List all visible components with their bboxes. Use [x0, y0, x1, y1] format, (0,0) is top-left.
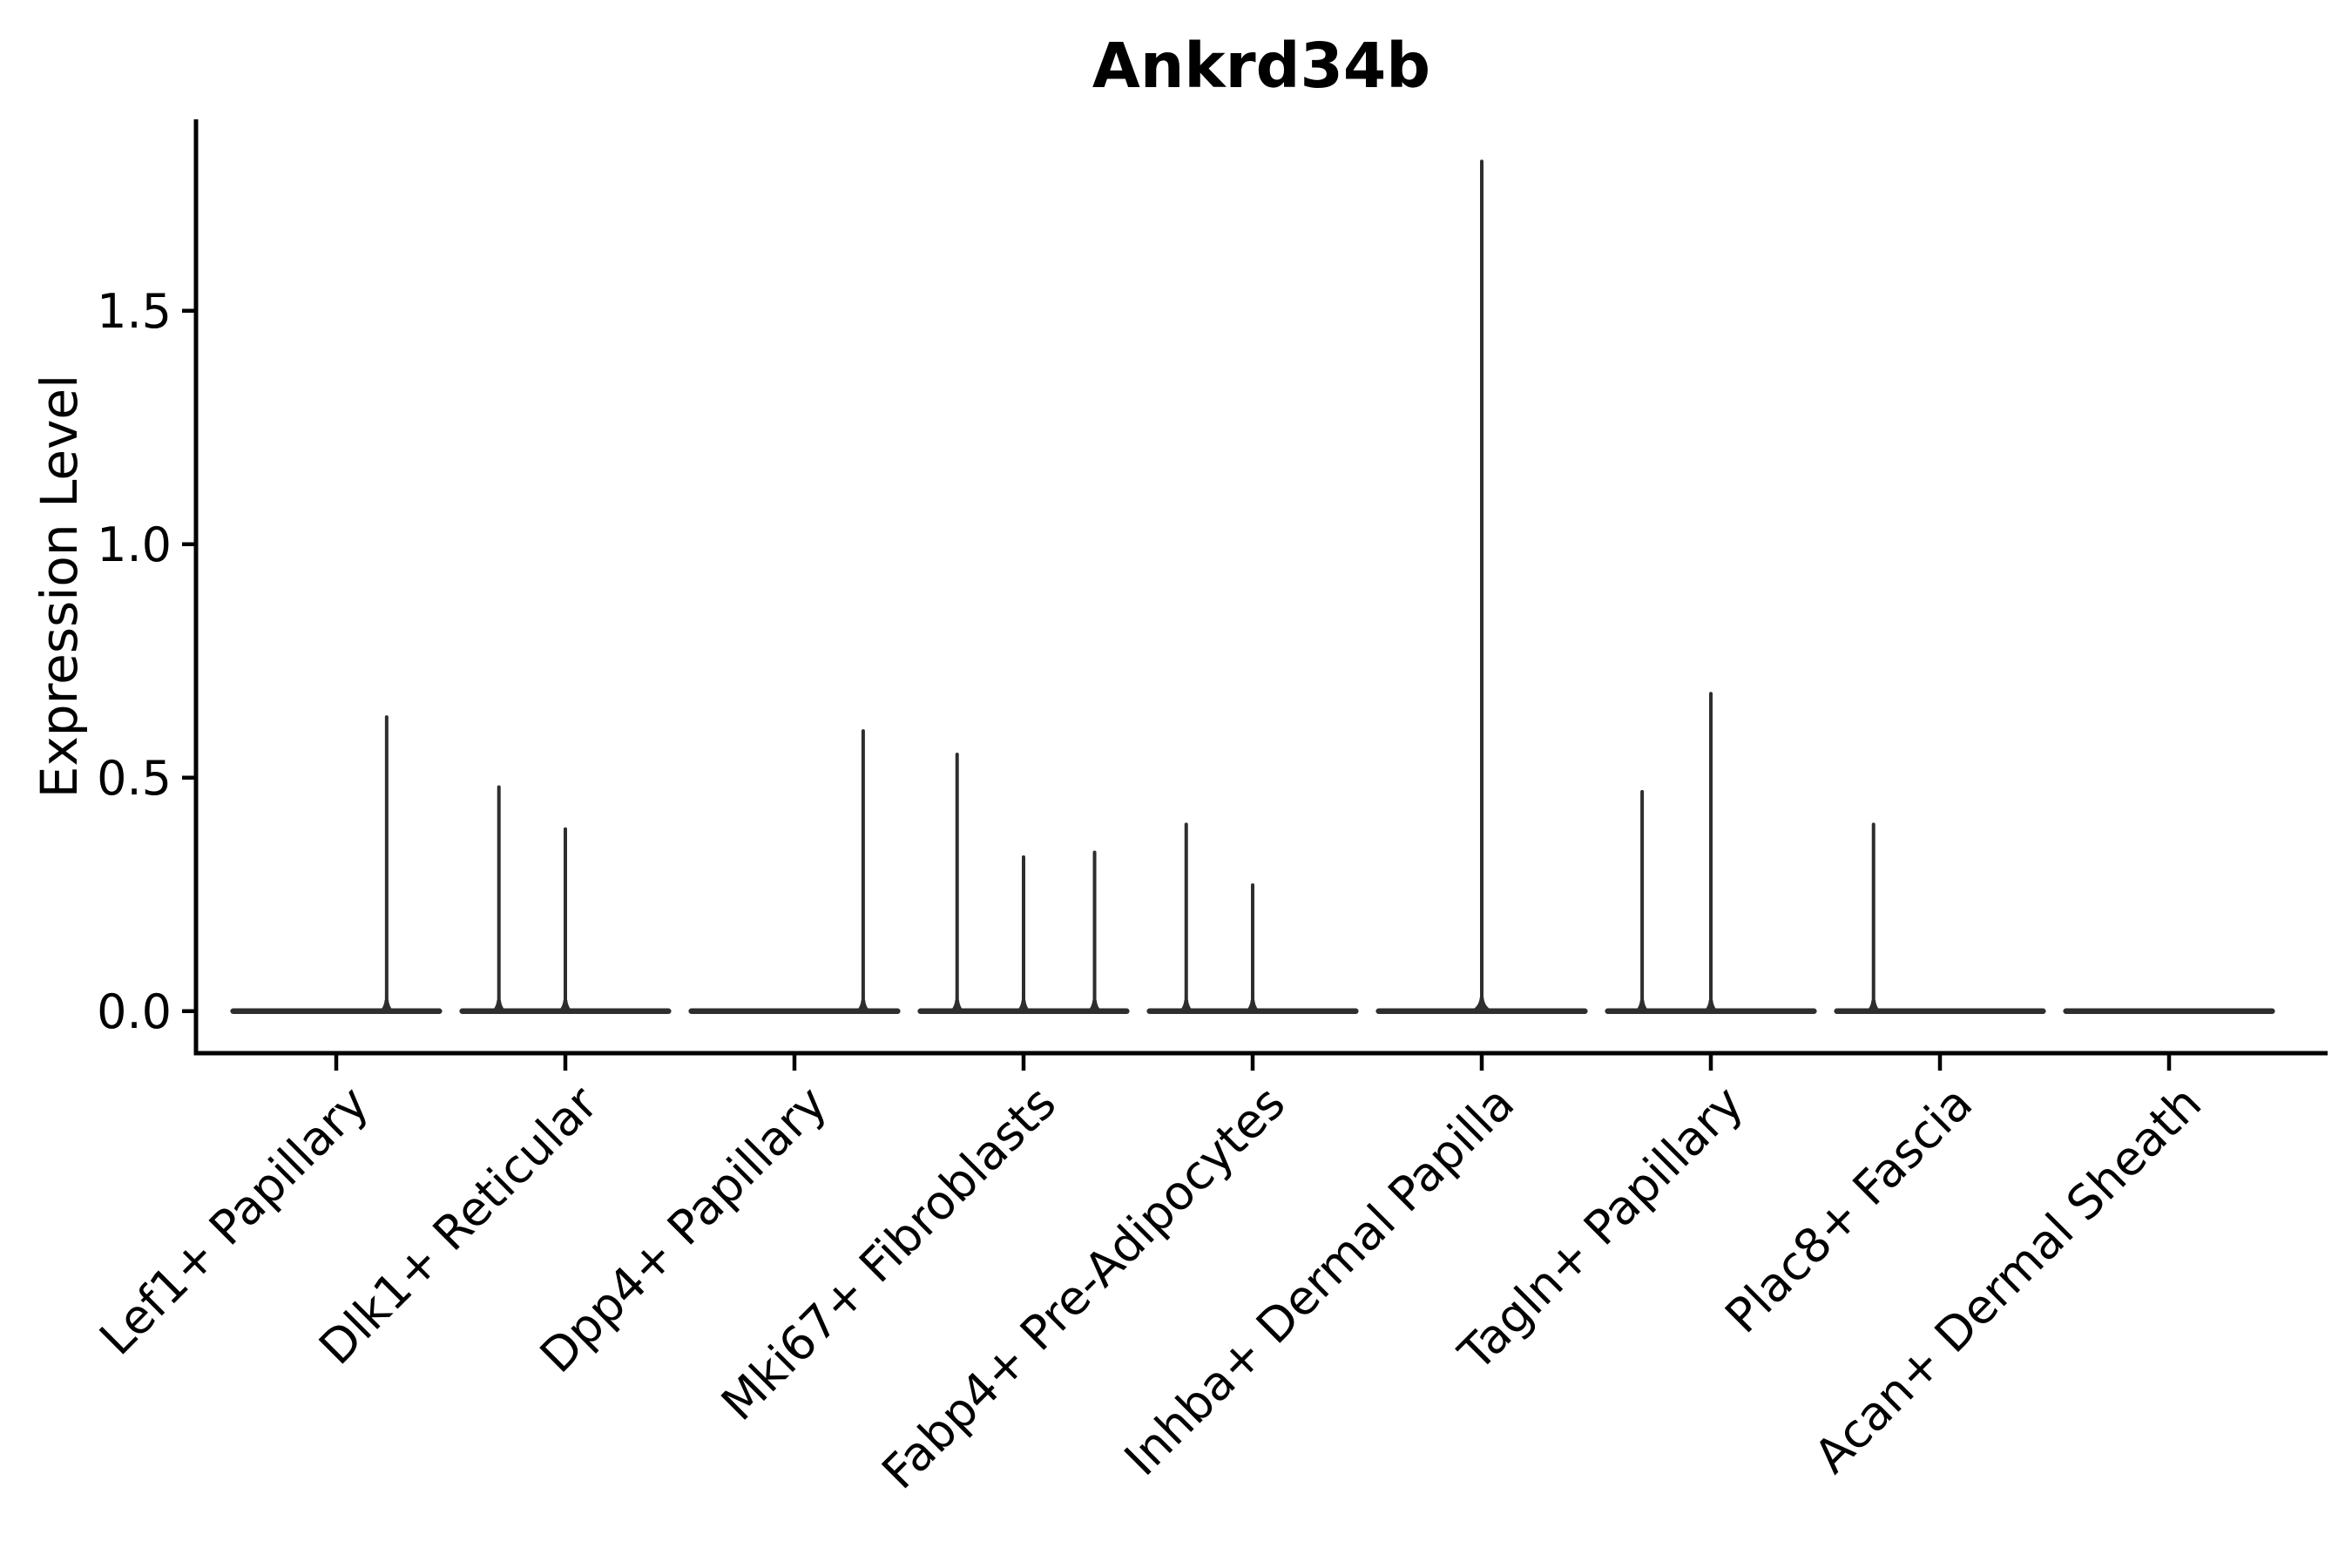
- axes-spines: [193, 119, 2328, 1056]
- violins: [230, 159, 2275, 1015]
- y-tick-label: 1.5: [97, 284, 172, 339]
- plot-title: Ankrd34b: [1092, 30, 1430, 102]
- violin: [230, 715, 443, 1015]
- x-category-label: Plac8+ Fascia: [1714, 1076, 1983, 1344]
- x-category-label: Inhba+ Dermal Papilla: [1114, 1076, 1524, 1486]
- x-category-label: Fabp4+ Pre-Adipocytes: [871, 1076, 1295, 1500]
- violin: [1834, 822, 2046, 1015]
- x-category-label: Acan+ Dermal Sheath: [1804, 1076, 2212, 1484]
- violin: [1605, 692, 1817, 1015]
- violin: [917, 752, 1130, 1015]
- violin: [688, 729, 901, 1015]
- violin: [1146, 822, 1359, 1015]
- y-axis-ticks: 0.0 0.5 1.0 1.5: [97, 284, 196, 1039]
- violin: [1375, 159, 1588, 1015]
- y-axis-label: Expression Level: [30, 375, 89, 798]
- y-tick-label: 1.0: [97, 517, 172, 572]
- violin: [459, 785, 672, 1015]
- y-tick-label: 0.5: [97, 751, 172, 806]
- y-tick-label: 0.0: [97, 984, 172, 1039]
- x-axis-ticks: [334, 1055, 2172, 1071]
